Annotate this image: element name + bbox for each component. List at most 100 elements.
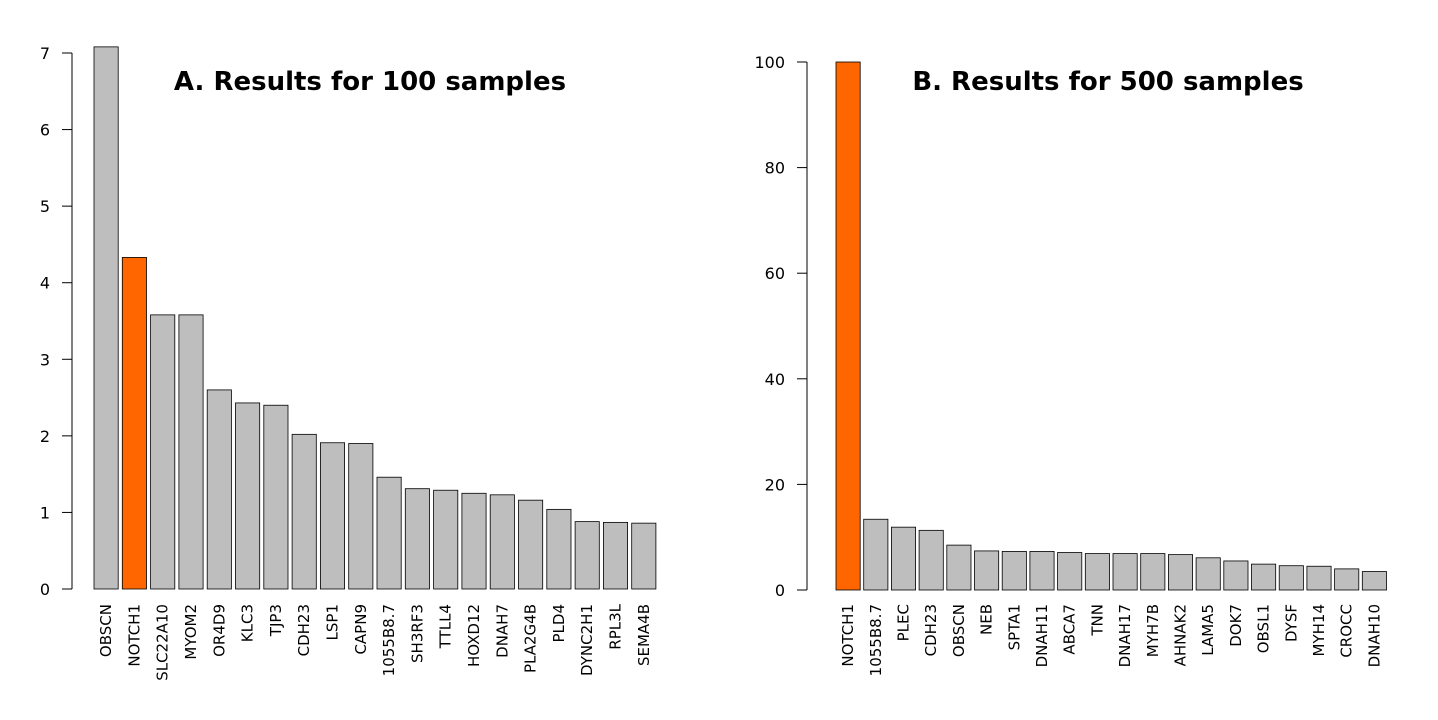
bar-obsl1 [1251,563,1277,591]
bar-notch1 [835,61,861,591]
category-label: 1055B8.7 [867,604,885,676]
y-axis-a: 0 1 2 3 4 5 6 7 [40,44,73,599]
bar-spta1 [1001,551,1027,591]
category-label: LAMA5 [1199,604,1217,656]
bar-pld4 [546,508,572,590]
bar-dnah7 [489,494,515,590]
bar-obscn [946,544,972,591]
y-tick-label: 0 [40,580,50,599]
category-label: DNAH7 [493,604,511,658]
y-tick-label: 20 [765,475,785,494]
bar-dnah17 [1112,553,1138,591]
bar-sh3rf3 [404,488,430,590]
category-label: NOTCH1 [125,604,143,667]
chart-title-a: A. Results for 100 samples [174,67,566,97]
category-label: LSP1 [324,604,342,640]
bar-tjp3 [263,404,289,590]
bar-dync2h1 [574,521,600,590]
bar-or4d9 [206,389,232,590]
bar-1055b8-7 [863,518,889,591]
y-tick-label: 60 [765,264,785,283]
y-tick-label: 3 [40,350,50,369]
bar-notch1 [121,257,147,590]
category-label: SH3RF3 [408,604,426,663]
y-tick-label: 5 [40,197,50,216]
bar-lama5 [1195,557,1221,591]
category-label: CDH23 [295,604,313,656]
bar-neb [974,550,1000,591]
bar-dok7 [1223,560,1249,591]
category-label: KLC3 [239,604,257,642]
y-tick-label: 7 [40,44,50,63]
category-label: NOTCH1 [839,604,857,667]
bar-plec [891,526,917,591]
category-label: TTLL4 [437,604,455,649]
bar-1055b8-7 [376,476,402,590]
category-label: RPL3L [607,603,625,649]
bar-myh14 [1306,565,1332,591]
bar-pla2g4b [518,499,544,590]
bar-cdh23 [291,433,317,590]
category-label: TNN [1088,604,1106,637]
y-tick-label: 40 [765,370,785,389]
category-label: 1055B8.7 [380,604,398,676]
bar-tnn [1084,553,1110,591]
category-label: DOK7 [1227,604,1245,647]
bar-dysf [1278,565,1304,591]
category-labels-b: NOTCH1 1055B8.7 PLEC CDH23 OBSCN NEB SPTA1 DNAH… [839,604,1383,676]
chart-panel-a: A. Results for 100 samples 0 1 2 3 4 5 6 7 OBSC… [40,44,657,681]
category-label: OBSL1 [1255,604,1273,653]
category-label: PLA2G4B [522,604,540,673]
category-label: DYSF [1282,604,1300,642]
category-label: DNAH11 [1033,604,1051,667]
category-label: PLEC [895,604,913,641]
category-label: DNAH17 [1116,604,1134,667]
category-label: CROCC [1338,604,1356,658]
category-label: MYH14 [1310,604,1328,656]
bar-dnah11 [1029,551,1055,591]
bars-b [835,61,1387,591]
y-tick-label: 6 [40,121,50,140]
y-tick-label: 80 [765,159,785,178]
category-label: DNAH10 [1365,604,1383,667]
bar-ahnak2 [1168,554,1194,591]
category-label: HOXD12 [465,604,483,667]
chart-panel-b: B. Results for 500 samples 020406080100 … [754,53,1387,676]
y-axis-b: 0 20 40 60 80 100 [754,53,808,600]
category-label: CAPN9 [352,604,370,655]
category-label: AHNAK2 [1172,604,1190,666]
category-label: TJP3 [267,604,285,637]
category-label: SLC22A10 [154,604,172,681]
category-label: DYNC2H1 [578,604,596,676]
bars-a [93,46,657,590]
category-label: OBSCN [950,604,968,657]
category-label: MYH7B [1144,604,1162,657]
bar-dnah10 [1361,571,1387,591]
y-tick-label: 1 [40,503,50,522]
category-label: NEB [978,604,996,635]
y-tick-label: 100 [754,53,785,72]
category-label: MYOM2 [182,604,200,660]
y-tick-label: 4 [40,274,50,293]
y-tick-label: 2 [40,427,50,446]
bar-obscn [93,46,119,590]
bar-ttll4 [433,489,459,590]
bar-hoxd12 [461,492,487,590]
category-label: ABCA7 [1061,604,1079,655]
chart-title-b: B. Results for 500 samples [912,67,1303,97]
bar-myom2 [178,314,204,590]
bar-sema4b [631,522,657,590]
bar-rpl3l [603,521,629,590]
bar-slc22a10 [150,314,176,590]
category-label: SEMA4B [635,604,653,666]
category-label: OR4D9 [210,604,228,657]
category-labels-a: OBSCN NOTCH1 SLC22A10 MYOM2 OR4D9 KLC3 TJP3 CDH… [97,603,653,680]
category-label: SPTA1 [1005,604,1023,650]
y-tick-label: 0 [775,581,785,600]
category-label: OBSCN [97,604,115,657]
category-label: CDH23 [922,604,940,656]
bar-abca7 [1057,552,1083,591]
bar-cdh23 [918,529,944,591]
bar-capn9 [348,443,374,590]
